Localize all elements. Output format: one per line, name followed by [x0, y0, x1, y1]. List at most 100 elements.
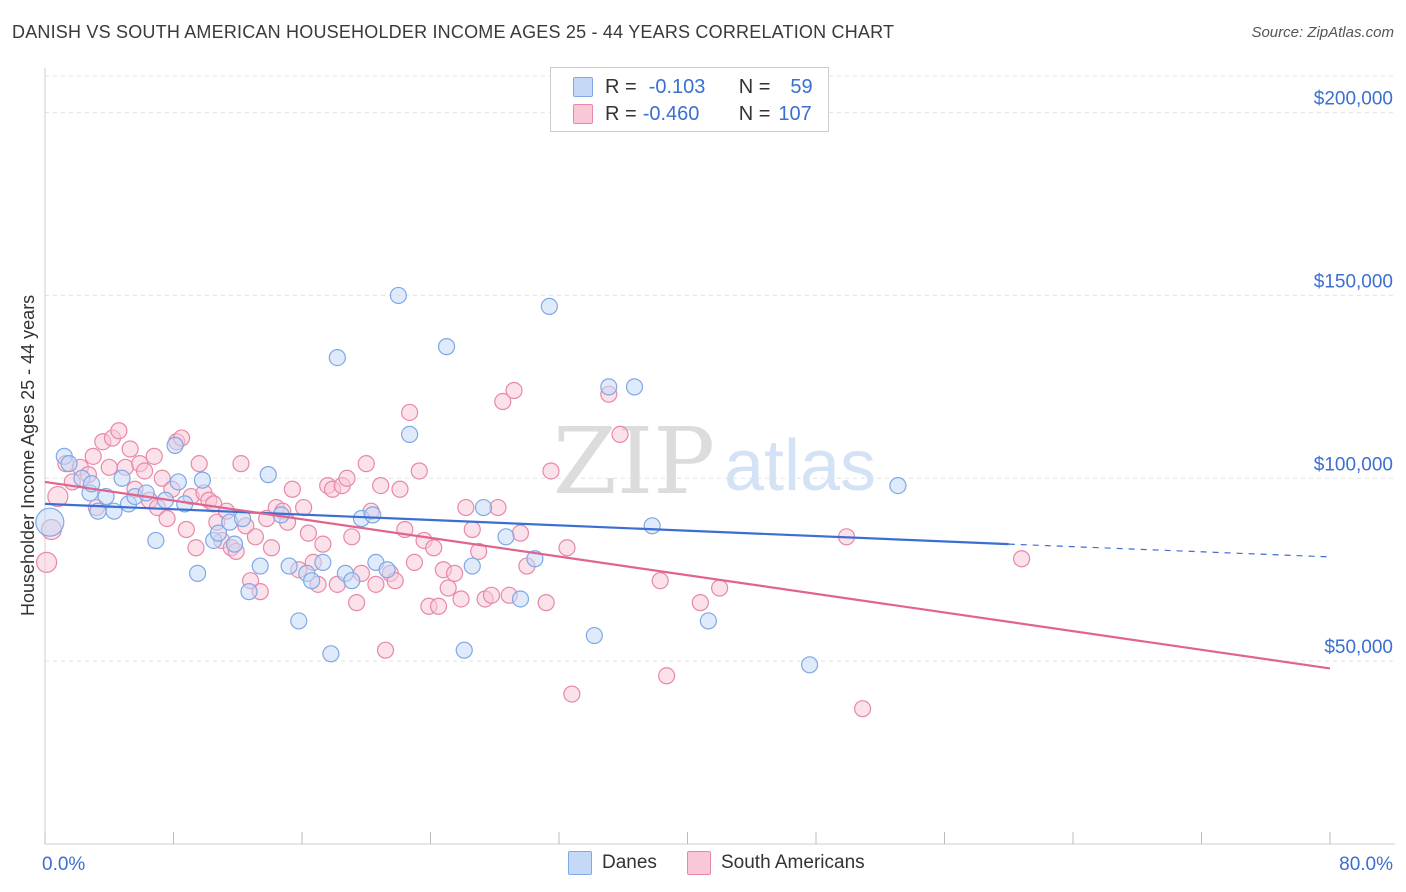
data-point	[511, 524, 530, 542]
data-point	[474, 498, 493, 517]
y-axis-label: Householder Income Ages 25 - 44 years	[18, 294, 38, 616]
danes-trend-line	[44, 502, 1009, 546]
axes	[44, 68, 1395, 845]
data-point	[166, 436, 184, 454]
data-point	[303, 572, 321, 590]
data-point	[401, 403, 419, 422]
legend-r-value: -0.460	[642, 102, 700, 125]
data-point	[147, 531, 165, 550]
data-point	[376, 641, 395, 659]
danes-points	[35, 286, 907, 674]
data-point	[153, 469, 171, 487]
data-point	[169, 473, 187, 491]
correlation-legend: R = -0.103 N = 59 R = -0.460 N = 107	[550, 67, 829, 132]
legend-row-south-americans: R = -0.460 N = 107	[573, 101, 812, 127]
data-point	[367, 575, 385, 593]
data-point	[658, 667, 676, 685]
data-point	[625, 378, 644, 396]
data-point	[145, 447, 163, 465]
data-point	[391, 480, 409, 498]
danes-swatch	[573, 77, 593, 97]
data-point	[540, 297, 558, 315]
legend-n-value: 107	[778, 102, 812, 125]
data-point	[558, 539, 576, 557]
data-point	[35, 507, 65, 537]
x-tick-label: 0.0%	[42, 854, 85, 875]
watermark-atlas: atlas	[724, 426, 876, 506]
data-point	[295, 498, 313, 517]
data-point	[338, 469, 356, 487]
data-point	[455, 641, 473, 659]
data-point	[262, 539, 281, 557]
data-point	[405, 553, 424, 572]
data-point	[209, 524, 228, 542]
legend-r-label: R =	[605, 75, 637, 98]
data-point	[364, 506, 382, 524]
data-point	[889, 477, 907, 495]
data-point	[246, 528, 265, 546]
data-point	[314, 553, 332, 572]
data-point	[97, 487, 115, 506]
data-point	[100, 458, 118, 476]
legend-row-danes: R = -0.103 N = 59	[573, 74, 813, 100]
data-point	[328, 349, 346, 367]
y-tick-labels: $50,000 $100,000 $150,000 $200,000	[1314, 89, 1393, 659]
data-point	[711, 579, 729, 597]
legend-r-label: R =	[605, 102, 637, 125]
data-point	[290, 612, 308, 630]
legend-n-label: N =	[738, 102, 771, 125]
data-point	[437, 338, 456, 356]
data-point	[113, 469, 131, 487]
data-point	[401, 425, 419, 443]
danes-trend-line-extension	[1008, 543, 1331, 558]
data-point	[505, 381, 523, 400]
data-point	[322, 645, 340, 663]
y-tick-label: $100,000	[1314, 454, 1393, 475]
data-point	[457, 498, 475, 517]
data-point	[135, 462, 154, 480]
data-point	[463, 557, 481, 575]
data-point	[463, 520, 481, 539]
data-point	[378, 561, 396, 579]
data-point	[445, 564, 464, 582]
data-point	[497, 528, 515, 546]
data-point	[259, 466, 277, 484]
trend-lines	[44, 480, 1331, 670]
data-point	[372, 477, 390, 495]
data-point	[299, 524, 318, 542]
south-americans-legend-label: South Americans	[721, 852, 865, 873]
south-americans-swatch	[573, 104, 593, 124]
data-point	[600, 378, 618, 396]
danes-legend-swatch	[568, 851, 592, 875]
y-tick-label: $50,000	[1324, 637, 1393, 658]
data-point	[537, 594, 555, 612]
data-point	[280, 557, 298, 575]
data-point	[585, 626, 603, 645]
data-point	[853, 700, 872, 718]
data-point	[47, 485, 69, 508]
data-point	[643, 517, 661, 535]
data-point	[348, 594, 366, 612]
data-point	[489, 498, 507, 517]
data-point	[188, 564, 207, 582]
y-tick-label: $150,000	[1314, 271, 1393, 292]
data-point	[470, 542, 488, 561]
data-point	[800, 656, 819, 674]
south-americans-points	[36, 381, 1031, 718]
chart-title: DANISH VS SOUTH AMERICAN HOUSEHOLDER INC…	[12, 22, 895, 42]
data-point	[429, 597, 448, 615]
data-point	[357, 455, 375, 473]
data-point	[187, 539, 205, 557]
data-point	[36, 551, 58, 574]
data-point	[60, 455, 78, 473]
south-americans-trend-line	[44, 480, 1331, 670]
data-point	[542, 462, 560, 480]
data-point	[699, 612, 717, 630]
data-point	[110, 422, 128, 440]
data-point	[494, 392, 512, 411]
watermark-zip: ZIP	[553, 408, 715, 515]
data-point	[389, 286, 407, 305]
data-point	[651, 572, 669, 590]
legend-r-value: -0.103	[648, 75, 706, 98]
